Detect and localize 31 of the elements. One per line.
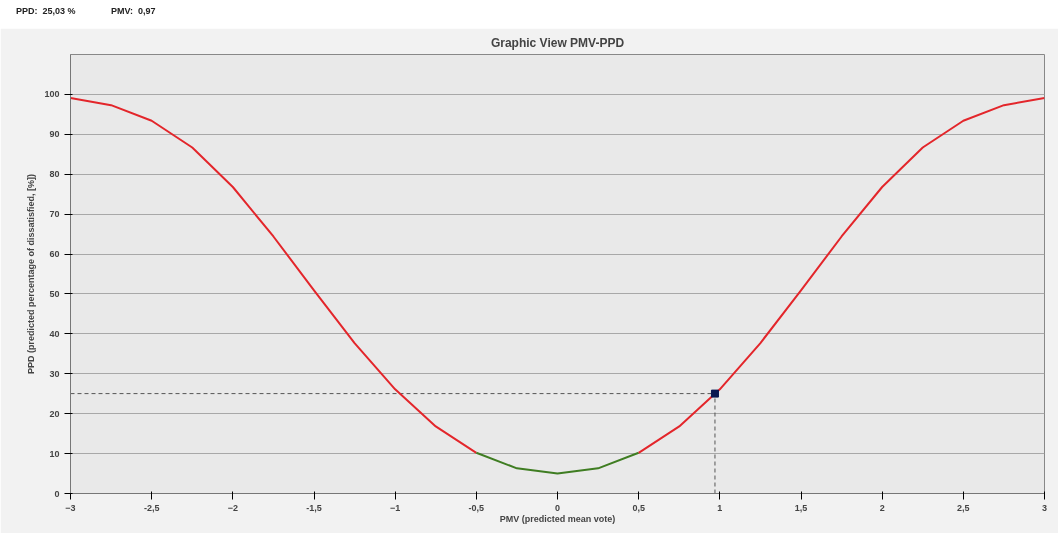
x-tick-label: 1,5 <box>794 502 808 513</box>
x-tick-label: -2,5 <box>143 502 160 513</box>
y-tick-label: 30 <box>49 368 60 379</box>
x-tick-label: 1 <box>717 502 723 513</box>
x-tick-label: −2 <box>227 502 238 513</box>
x-tick-label: 2 <box>879 502 885 513</box>
x-tick-label: 0 <box>555 502 561 513</box>
y-tick-label: 100 <box>44 89 60 100</box>
x-tick-label: -1,5 <box>306 502 322 513</box>
x-tick-label: −3 <box>65 502 76 513</box>
chart-title: Graphic View PMV-PPD <box>490 35 625 50</box>
text: PPD: 25,03 % <box>16 5 76 18</box>
line-series <box>70 97 478 454</box>
y-tick-label: 50 <box>49 288 60 299</box>
y-tick-label: 60 <box>49 249 60 260</box>
y-tick-label: 90 <box>49 129 60 140</box>
x-tick-label: 2,5 <box>957 502 970 513</box>
x-tick-label: −1 <box>390 502 401 513</box>
x-axis-title: PMV (predicted mean vote) <box>499 513 616 524</box>
x-tick-label: 3 <box>1042 502 1048 513</box>
y-tick-label: 0 <box>54 488 60 499</box>
line-series <box>637 97 1045 454</box>
y-tick-label: 70 <box>49 209 60 220</box>
y-axis-title: PPD (predicted percentage of dissatisfied, [%]) <box>26 173 37 375</box>
text: PMV: 0,97 <box>111 5 156 18</box>
y-tick-label: 10 <box>49 448 60 459</box>
y-tick-label: 80 <box>49 169 60 180</box>
y-tick-label: 40 <box>49 328 60 339</box>
x-tick-label: 0,5 <box>632 502 645 513</box>
x-tick-label: -0,5 <box>468 502 485 513</box>
y-tick-label: 20 <box>49 408 60 419</box>
